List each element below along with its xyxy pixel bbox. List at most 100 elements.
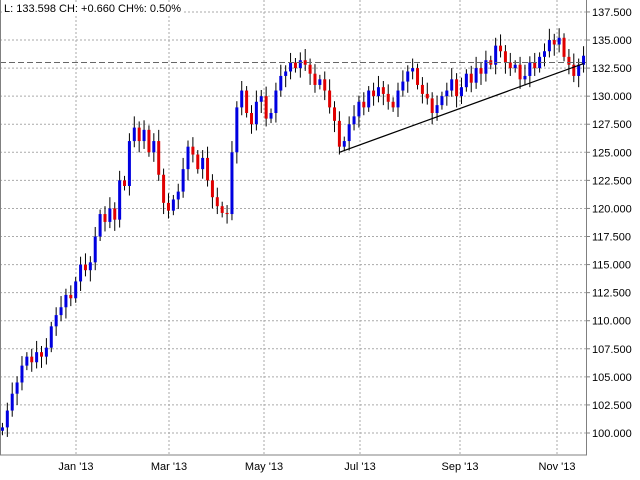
candle-up [298,60,302,69]
x-tick-label: Jul '13 [344,461,375,473]
candle-down [166,202,170,211]
x-tick-label: May '13 [245,461,283,473]
candle-down [249,113,253,125]
candles [0,28,586,437]
candle-up [25,356,29,366]
candle-up [118,180,122,220]
trendline [339,63,584,153]
candle-down [264,96,268,119]
y-tick-label: 100.000 [592,428,632,440]
x-tick-label: Nov '13 [539,461,576,473]
candle-down [123,180,127,186]
candle-down [191,146,195,155]
candle-up [269,113,273,119]
candle-up [186,146,190,170]
candle-down [567,56,571,65]
candle-up [342,141,346,147]
candle-down [40,352,44,357]
candle-up [235,107,239,153]
candle-up [108,208,112,222]
y-tick-label: 130.000 [592,91,632,103]
candle-down [225,212,229,215]
candle-up [357,101,361,117]
candle-down [420,84,424,94]
candle-up [513,64,517,69]
candle-down [245,90,249,114]
candle-up [464,73,468,88]
candle-up [274,90,278,114]
candle-down [157,141,161,175]
candle-down [416,68,420,85]
candle-up [127,141,131,186]
candle-up [230,152,234,215]
candle-down [30,356,34,363]
candle-up [98,214,102,237]
candle-up [74,281,78,299]
candle-up [474,68,478,83]
candle-up [284,71,288,76]
candle-down [83,264,87,271]
y-tick-label: 115.000 [592,260,631,272]
candle-up [132,127,136,142]
candle-up [494,45,498,65]
candle-up [484,60,488,74]
candle-up [435,105,439,114]
x-tick-label: Jan '13 [58,461,93,473]
candle-up [538,56,542,69]
candle-up [93,236,97,263]
candle-down [303,60,307,65]
candle-up [367,90,371,108]
candle-up [318,79,322,85]
candle-up [259,96,263,102]
candle-up [20,365,24,383]
candle-up [10,393,14,411]
x-tick-label: Sep '13 [442,461,479,473]
candle-up [49,326,53,348]
candle-up [240,90,244,108]
candle-down [328,90,332,108]
y-tick-label: 110.000 [592,316,631,328]
candle-up [376,87,380,97]
price-legend: L: 133.598 CH: +0.660 CH%: 0.50% [2,3,184,15]
candle-down [372,90,376,97]
y-tick-label: 132.500 [592,63,632,75]
candle-up [440,96,444,106]
candle-up [547,40,551,52]
x-axis: Jan '13 Mar '13 May '13 Jul '13 Sep '13 Nov '… [58,461,575,473]
candle-down [425,93,429,99]
candle-up [450,79,454,91]
candle-down [362,101,366,108]
candle-down [137,127,141,142]
candle-up [347,124,351,142]
candle-up [401,81,405,91]
y-tick-label: 112.500 [592,288,631,300]
candle-up [171,199,175,211]
candle-down [308,64,312,74]
candle-down [552,40,556,45]
candle-down [479,68,483,74]
candle-down [499,45,503,52]
candle-up [523,75,527,80]
candle-up [411,68,415,72]
candle-down [508,62,512,69]
candle-down [210,180,214,198]
candle-up [406,71,410,82]
candle-down [103,214,107,222]
candle-down [220,206,224,213]
y-tick-label: 127.500 [592,119,632,131]
candle-down [503,51,507,63]
candle-up [142,129,146,142]
candle-up [459,87,463,97]
y-tick-label: 105.000 [592,372,632,384]
candle-down [533,62,537,69]
y-tick-label: 135.000 [592,35,632,47]
candle-up [64,294,68,308]
candle-down [469,73,473,83]
candle-up [152,141,156,153]
candle-down [572,64,576,76]
candle-up [79,264,83,282]
candle-down [381,87,385,94]
candle-down [293,62,297,69]
candle-up [279,75,283,91]
